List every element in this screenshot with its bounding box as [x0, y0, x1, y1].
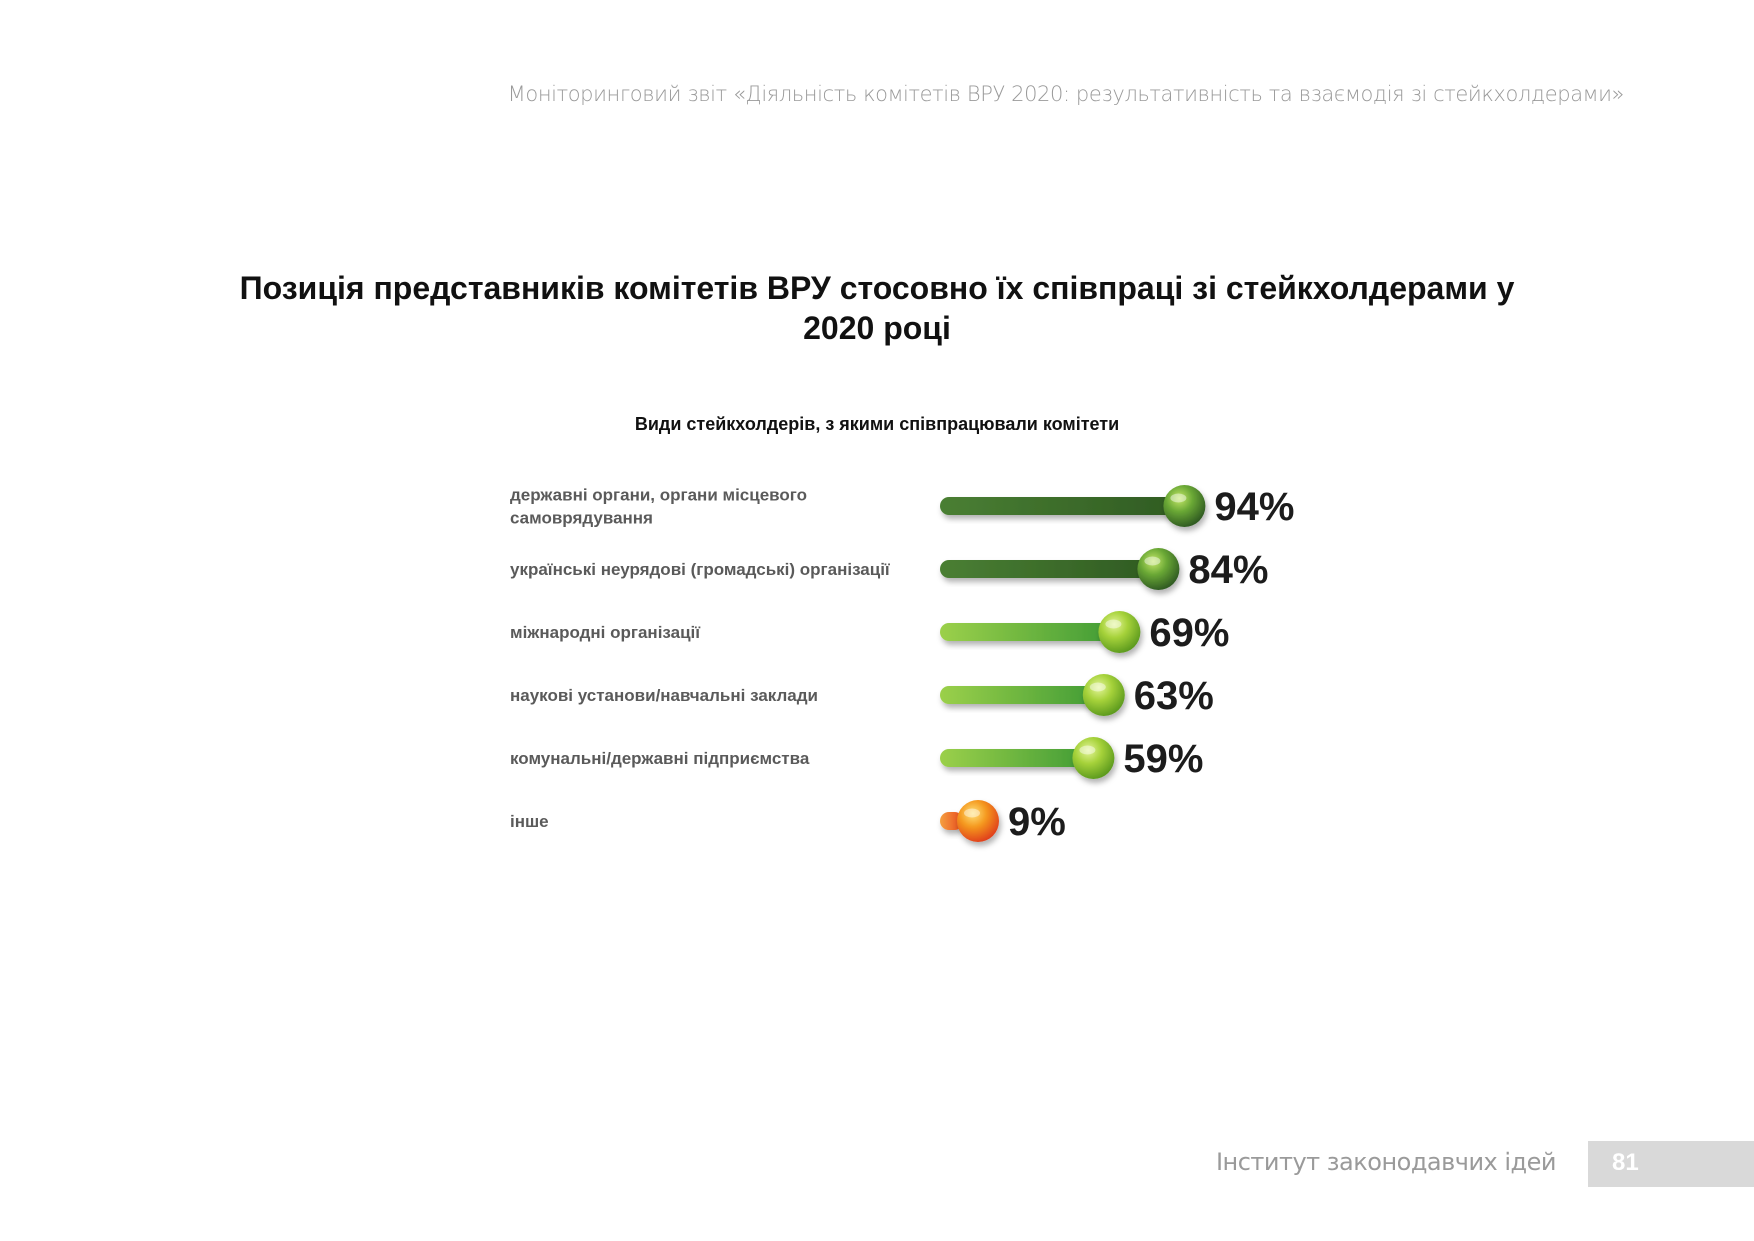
stakeholder-bar-chart: державні органи, органи місцевого самовря… — [510, 485, 1294, 844]
value-label: 84% — [1188, 548, 1268, 592]
value-label: 94% — [1214, 485, 1294, 529]
bar — [940, 560, 1159, 578]
page-number-box: 81 — [1588, 1141, 1754, 1187]
bar — [940, 686, 1104, 704]
chart-title: Види стейкхолдерів, з якими співпрацювал… — [634, 414, 1120, 434]
category-label: комунальні/державні підприємства — [510, 749, 810, 768]
bar — [940, 623, 1120, 641]
value-label: 69% — [1149, 611, 1229, 655]
bar-end-ball — [1137, 548, 1180, 590]
category-label: державні органи, органи місцевого — [510, 486, 807, 505]
value-label: 9% — [1008, 800, 1066, 844]
bar-end-ball — [957, 800, 999, 842]
ball-highlight — [1105, 619, 1122, 629]
bar-end-ball — [1163, 485, 1206, 527]
category-label: інше — [510, 812, 549, 831]
running-header: Моніторинговий звіт «Діяльність комітеті… — [507, 82, 1625, 106]
bar-end-ball — [1072, 737, 1115, 779]
category-label: міжнародні організації — [510, 623, 701, 642]
bar-end-ball — [1082, 674, 1125, 716]
ball-highlight — [964, 808, 980, 818]
category-label: українські неурядові (громадські) органі… — [510, 560, 891, 579]
page-title: Позиція представників комітетів ВРУ стос… — [239, 270, 1515, 346]
page-number: 81 — [1612, 1149, 1639, 1176]
ball-highlight — [1170, 493, 1187, 503]
bar-end-ball — [1098, 611, 1141, 653]
bar — [940, 497, 1185, 515]
footer-org: Інститут законодавчих ідей — [1215, 1148, 1557, 1176]
ball-highlight — [1089, 682, 1106, 692]
ball-highlight — [1144, 556, 1161, 566]
category-label: наукові установи/навчальні заклади — [510, 686, 818, 705]
ball-highlight — [1079, 745, 1096, 755]
value-label: 59% — [1123, 737, 1203, 781]
value-label: 63% — [1134, 674, 1214, 718]
category-label: самоврядування — [510, 509, 653, 528]
bar — [940, 749, 1094, 767]
